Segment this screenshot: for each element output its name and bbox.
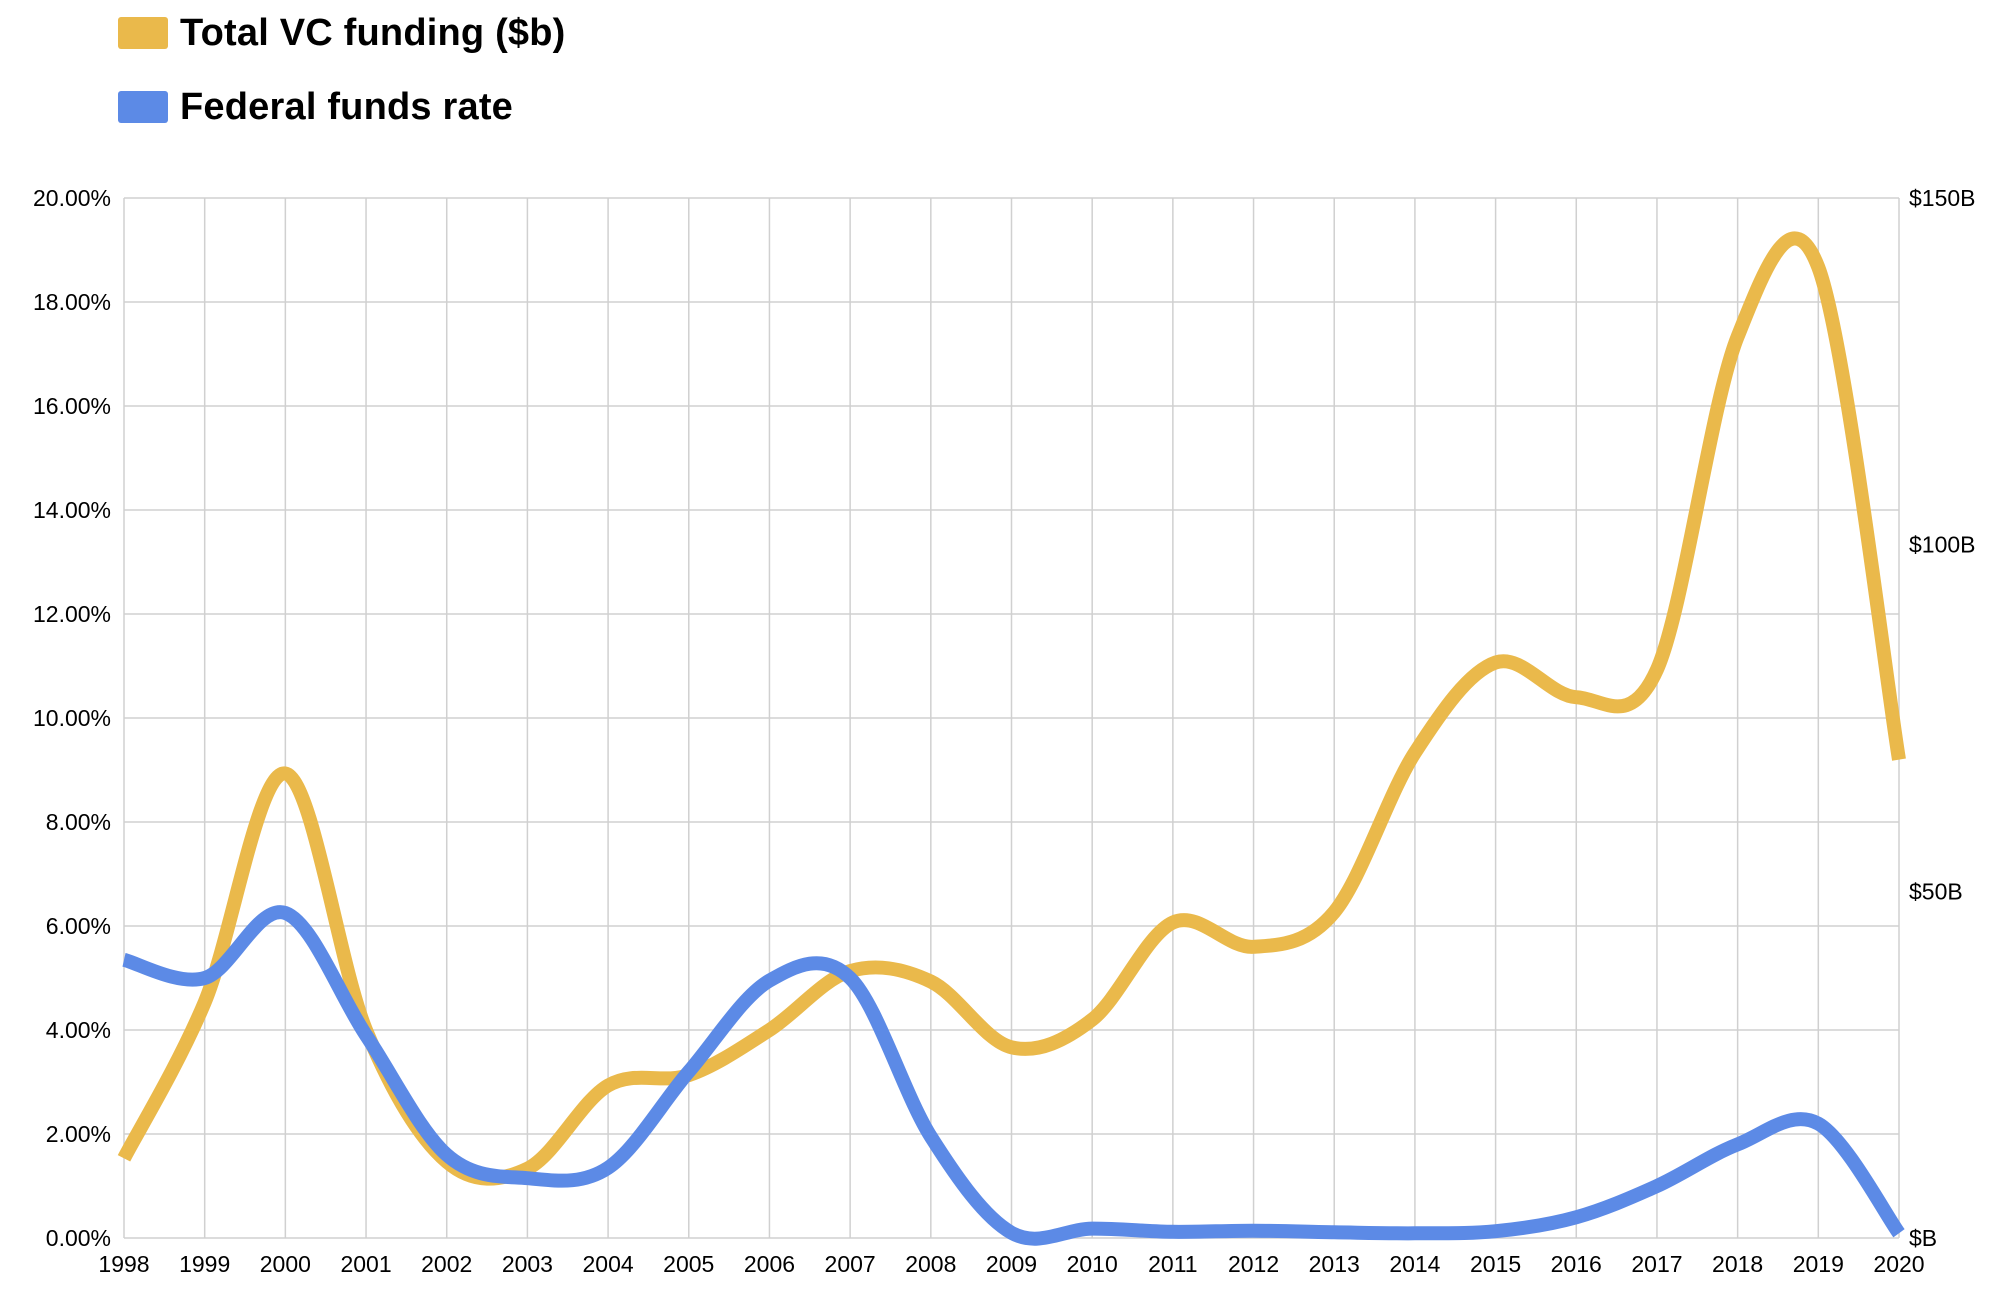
x-tick-label: 2014 (1389, 1251, 1440, 1277)
y-axis-right-ticks: $B $50B $100B $150B (1909, 185, 1976, 1251)
y-left-tick-label: 4.00% (46, 1017, 111, 1043)
y-left-tick-label: 18.00% (33, 289, 111, 315)
x-tick-label: 2005 (663, 1251, 714, 1277)
x-tick-label: 2018 (1712, 1251, 1763, 1277)
y-left-tick-label: 14.00% (33, 497, 111, 523)
x-tick-label: 2008 (905, 1251, 956, 1277)
grid (123, 197, 1900, 1239)
x-tick-label: 2017 (1631, 1251, 1682, 1277)
legend-swatch-vc (118, 17, 168, 49)
y-left-tick-label: 8.00% (46, 809, 111, 835)
x-tick-label: 2013 (1309, 1251, 1360, 1277)
x-tick-label: 1999 (179, 1251, 230, 1277)
y-left-tick-label: 20.00% (33, 185, 111, 211)
y-axis-left-ticks: 0.00% 2.00% 4.00% 6.00% 8.00% 10.00% 12.00% 14.… (33, 185, 111, 1251)
x-tick-label: 1998 (98, 1251, 149, 1277)
x-tick-label: 2015 (1470, 1251, 1521, 1277)
y-left-tick-label: 6.00% (46, 913, 111, 939)
x-tick-label: 2006 (744, 1251, 795, 1277)
y-right-tick-label: $100B (1909, 532, 1976, 558)
y-right-tick-label: $B (1909, 1225, 1937, 1251)
x-tick-label: 2007 (825, 1251, 876, 1277)
legend-label-vc: Total VC funding ($b) (180, 11, 566, 54)
y-left-tick-label: 0.00% (46, 1225, 111, 1251)
series-lines (117, 231, 1906, 1246)
legend-item-vc: Total VC funding ($b) (118, 6, 566, 60)
x-tick-label: 2000 (260, 1251, 311, 1277)
series-line-fed-funds-rate (122, 905, 1905, 1246)
y-left-tick-label: 2.00% (46, 1121, 111, 1147)
y-left-tick-label: 10.00% (33, 705, 111, 731)
y-right-tick-label: $50B (1909, 878, 1963, 904)
x-tick-label: 2010 (1067, 1251, 1118, 1277)
x-tick-label: 2020 (1873, 1251, 1924, 1277)
x-axis-ticks: 1998 1999 2000 2001 2002 2003 2004 2005 2006 2007… (98, 1251, 1924, 1277)
y-left-tick-label: 16.00% (33, 393, 111, 419)
x-tick-label: 2011 (1148, 1251, 1197, 1277)
legend: Total VC funding ($b) Federal funds rate (118, 6, 566, 154)
y-right-tick-label: $150B (1909, 185, 1976, 211)
x-tick-label: 2004 (583, 1251, 634, 1277)
y-left-tick-label: 12.00% (33, 601, 111, 627)
legend-label-fed: Federal funds rate (180, 85, 514, 128)
x-tick-label: 2016 (1551, 1251, 1602, 1277)
legend-swatch-fed (118, 91, 168, 123)
x-tick-label: 2003 (502, 1251, 553, 1277)
x-tick-label: 2019 (1793, 1251, 1844, 1277)
x-tick-label: 2009 (986, 1251, 1037, 1277)
x-tick-label: 2002 (421, 1251, 472, 1277)
x-tick-label: 2001 (340, 1251, 391, 1277)
legend-item-fed: Federal funds rate (118, 80, 566, 134)
x-tick-label: 2012 (1228, 1251, 1279, 1277)
